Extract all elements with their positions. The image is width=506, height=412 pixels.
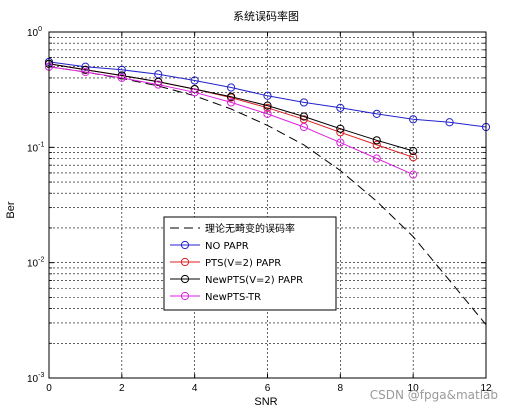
series-point-4 <box>409 170 418 179</box>
series-line-1 <box>48 61 487 128</box>
series-point-1 <box>336 103 345 112</box>
series-point-4 <box>190 88 199 97</box>
series-line-0 <box>48 66 487 326</box>
series-point-3 <box>299 112 309 121</box>
series-point-3 <box>263 101 272 110</box>
legend-label-1: NO PAPR <box>205 241 249 252</box>
x-tick-label: 12 <box>480 383 492 394</box>
series-point-1 <box>263 91 272 100</box>
series-point-4 <box>336 138 345 147</box>
x-tick-label: 0 <box>46 383 52 394</box>
series-point-3 <box>154 77 163 86</box>
y-tick-label-exponent: -2 <box>38 257 44 264</box>
legend-marker-4 <box>180 291 190 301</box>
series-point-2 <box>409 153 418 162</box>
series-point-2 <box>299 115 309 124</box>
y-tick-label-exponent: -3 <box>38 372 44 379</box>
legend-label-4: NewPTS-TR <box>205 292 261 303</box>
x-tick-label: 2 <box>119 383 125 394</box>
series-line-4 <box>48 66 414 176</box>
series-point-1 <box>81 62 90 71</box>
legend-marker-2 <box>180 257 190 267</box>
series-point-1 <box>299 98 309 107</box>
x-tick-label: 10 <box>408 383 420 394</box>
x-axis-title: SNR <box>254 396 277 408</box>
y-tick-label-exponent: 0 <box>38 26 42 33</box>
series-point-1 <box>190 76 199 85</box>
series-point-3 <box>336 124 345 133</box>
series-point-4 <box>299 122 309 132</box>
x-tick-label: 4 <box>192 383 198 394</box>
legend-label-2: PTS(V=2) PAPR <box>205 258 281 269</box>
legend-marker-1 <box>180 240 190 250</box>
series-point-2 <box>263 103 272 112</box>
x-tick-label: 6 <box>265 383 271 394</box>
series-point-3 <box>117 71 126 80</box>
legend-box <box>163 216 337 311</box>
series-point-1 <box>117 65 126 74</box>
y-tick-label-exponent: -1 <box>38 141 44 148</box>
series-layer <box>44 57 491 326</box>
legend: 理论无畸变的误码率 NO PAPR PTS(V=2) PAPR NewPTS(V=2)… <box>163 216 337 311</box>
series-point-3 <box>409 146 418 156</box>
legend-marker-3 <box>180 274 190 284</box>
chart-title: 系统误码率图 <box>233 9 299 23</box>
series-point-3 <box>81 65 90 74</box>
series-point-1 <box>409 115 418 124</box>
series-point-1 <box>445 118 454 127</box>
series-point-4 <box>372 154 381 163</box>
legend-label-0: 理论无畸变的误码率 <box>205 222 295 235</box>
series-point-3 <box>226 92 236 101</box>
series-point-4 <box>81 67 90 77</box>
legend-label-3: NewPTS(V=2) PAPR <box>205 275 303 286</box>
series-point-4 <box>154 80 163 89</box>
series-point-1 <box>372 109 381 118</box>
series-point-4 <box>117 73 126 82</box>
watermark-text: CSDN @fpga&matlab <box>370 388 498 402</box>
y-axis-title: Ber <box>5 201 17 218</box>
series-point-3 <box>372 136 381 145</box>
series-line-3 <box>48 63 414 152</box>
series-point-4 <box>263 109 272 118</box>
series-point-2 <box>372 140 381 149</box>
series-point-1 <box>226 83 236 92</box>
series-point-4 <box>226 98 236 107</box>
x-tick-label: 8 <box>338 383 344 394</box>
